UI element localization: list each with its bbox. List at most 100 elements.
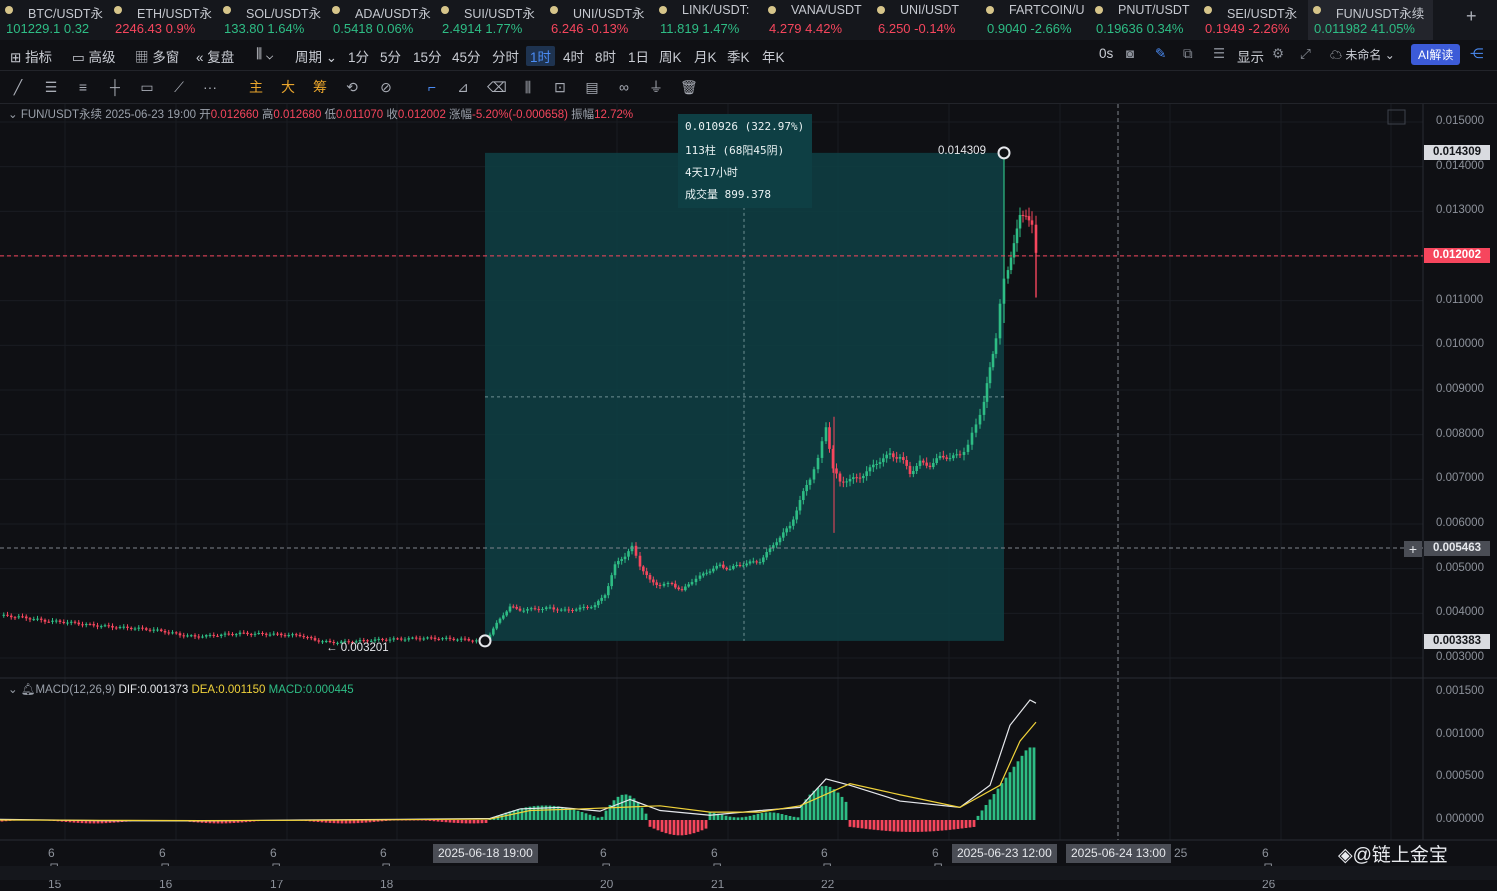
ai-analysis-button[interactable]: AI解读	[1411, 44, 1461, 65]
candle-body	[24, 616, 28, 619]
ruler-icon[interactable]: ⊿	[457, 79, 469, 95]
candle-body	[268, 634, 272, 636]
chip-distribution-toggle[interactable]: 筹	[313, 79, 327, 95]
pen-icon[interactable]: ✎	[1155, 46, 1167, 61]
horizontal-lines-icon[interactable]: ☰	[44, 79, 58, 95]
interval-option[interactable]: 5分	[380, 50, 402, 65]
ticker-tab[interactable]: LINK/USDT: 11.819 1.47%	[654, 0, 762, 40]
macd-histogram-bar	[444, 820, 448, 823]
chart-type-button[interactable]: ⫼ ⌄	[256, 46, 274, 61]
low-value: 0.011070	[336, 109, 384, 121]
candle-body	[758, 562, 762, 564]
collapse-icon[interactable]: ⌄	[8, 109, 18, 121]
parallel-channel-icon[interactable]: ≡	[78, 79, 88, 95]
display-button[interactable]: 显示	[1237, 50, 1264, 65]
macd-histogram-bar	[552, 805, 556, 820]
candle-body	[208, 634, 212, 636]
interval-option[interactable]: 4时	[563, 50, 585, 65]
share-icon[interactable]: ⋲	[1470, 46, 1484, 61]
interval-option[interactable]: 年K	[762, 50, 785, 65]
big-order-toggle[interactable]: 大	[281, 79, 295, 95]
link-icon[interactable]: ∞	[619, 79, 629, 95]
candle-body	[171, 632, 174, 634]
gear-icon[interactable]: ⚙	[1272, 46, 1285, 61]
bottom-tabs-bar	[0, 866, 1497, 880]
brush-icon[interactable]: ⟋	[174, 79, 184, 95]
multi-window-button[interactable]: ▦ 多窗	[135, 50, 180, 65]
ticker-tab[interactable]: UNI/USDT 6.250 -0.14%	[872, 0, 980, 40]
layout-name-dropdown[interactable]: ☁ 未命名 ⌄	[1330, 48, 1395, 62]
candle-body	[680, 589, 684, 591]
expand-icon[interactable]: ⤢	[1300, 46, 1311, 61]
candle-body	[862, 475, 865, 479]
period-dropdown[interactable]: 周期 ⌄	[295, 50, 338, 65]
candle-body	[798, 500, 802, 511]
hide-drawings-icon[interactable]: ⊘	[380, 79, 392, 95]
interval-option[interactable]: 周K	[659, 50, 682, 65]
interval-option[interactable]: 15分	[413, 50, 442, 65]
candle-body	[925, 462, 928, 466]
macd-histogram-bar	[796, 817, 800, 820]
add-tab-button[interactable]: +	[1466, 6, 1477, 26]
interval-option[interactable]: 1时	[526, 46, 556, 66]
cross-line-icon[interactable]: ┼	[110, 79, 120, 95]
candle-body	[103, 625, 107, 627]
candles-icon[interactable]: ⫼	[524, 79, 532, 95]
note-icon[interactable]: ▤	[585, 79, 599, 95]
ticker-tab[interactable]: FUN/USDT永续 0.011982 41.05%	[1308, 0, 1433, 40]
rectangle-icon[interactable]: ▭	[140, 79, 154, 95]
more-tools-icon[interactable]: ···	[203, 79, 217, 95]
interval-option[interactable]: 分时	[492, 50, 519, 65]
interval-option[interactable]: 月K	[694, 50, 717, 65]
interval-option[interactable]: 8时	[595, 50, 617, 65]
camera-icon[interactable]: ◙	[1126, 46, 1135, 61]
main-chart-toggle[interactable]: 主	[249, 79, 263, 95]
candle-body	[261, 632, 264, 634]
candle-body	[578, 607, 582, 610]
indicators-button[interactable]: ⊞ 指标	[10, 50, 53, 65]
list-icon[interactable]: ☰	[1213, 46, 1226, 61]
magnet-icon[interactable]: ⌐	[427, 79, 437, 95]
interval-option[interactable]: 45分	[452, 50, 481, 65]
trash-icon[interactable]: 🗑	[680, 79, 698, 95]
advanced-button[interactable]: ▭ 高级	[72, 50, 116, 65]
macd-histogram-bar	[572, 809, 576, 820]
ticker-tab[interactable]: BTC/USDT永 101229.1 0.32	[0, 0, 108, 40]
replay-button[interactable]: « 复盘	[196, 50, 235, 65]
chart-area[interactable]	[0, 104, 1497, 866]
ticker-tab[interactable]: SUI/USDT永 2.4914 1.77%	[436, 0, 544, 40]
collapse-icon[interactable]: ⌄	[8, 684, 18, 696]
candle-body	[845, 481, 848, 483]
macd-histogram-bar	[860, 820, 864, 829]
candle-body	[407, 638, 411, 640]
ticker-tab[interactable]: UNI/USDT永 6.246 -0.13%	[545, 0, 653, 40]
price-tick-label: 0.004000	[1436, 606, 1484, 619]
macd-histogram-bar	[768, 812, 772, 820]
candle-body	[898, 457, 902, 459]
trendline-icon[interactable]: ╱	[13, 79, 23, 95]
lock-icon[interactable]: ⊡	[554, 79, 566, 95]
ticker-tab[interactable]: FARTCOIN/U 0.9040 -2.66%	[981, 0, 1089, 40]
sync-icon[interactable]: ⟲	[346, 79, 358, 95]
candle-body	[264, 633, 268, 635]
ticker-tab[interactable]: SEI/USDT永 0.1949 -2.26%	[1199, 0, 1307, 40]
ticker-tab[interactable]: ADA/USDT永 0.5418 0.06%	[327, 0, 435, 40]
ticker-tab[interactable]: SOL/USDT永 133.80 1.64%	[218, 0, 326, 40]
amplitude-value: 12.72%	[594, 109, 634, 121]
filter-icon[interactable]: ⏚	[649, 79, 663, 95]
bell-icon[interactable]: 🔔︎	[20, 684, 36, 696]
fullscreen-window-icon[interactable]: ⧉	[1183, 46, 1193, 61]
close-label: 收	[386, 109, 398, 121]
eraser-icon[interactable]: ⌫	[487, 79, 507, 95]
ticker-tab[interactable]: VANA/USDT 4.279 4.42%	[763, 0, 871, 40]
macd-histogram-bar	[716, 813, 720, 820]
add-alert-plus-icon[interactable]: +	[1404, 541, 1422, 557]
candle-body	[73, 621, 77, 623]
macd-histogram-bar	[916, 820, 920, 832]
interval-option[interactable]: 1日	[628, 50, 650, 65]
interval-option[interactable]: 季K	[727, 50, 750, 65]
macd-histogram-bar	[644, 813, 648, 820]
interval-option[interactable]: 1分	[348, 50, 370, 65]
ticker-tab[interactable]: ETH/USDT永 2246.43 0.9%	[109, 0, 217, 40]
ticker-tab[interactable]: PNUT/USDT 0.19636 0.34%	[1090, 0, 1198, 40]
